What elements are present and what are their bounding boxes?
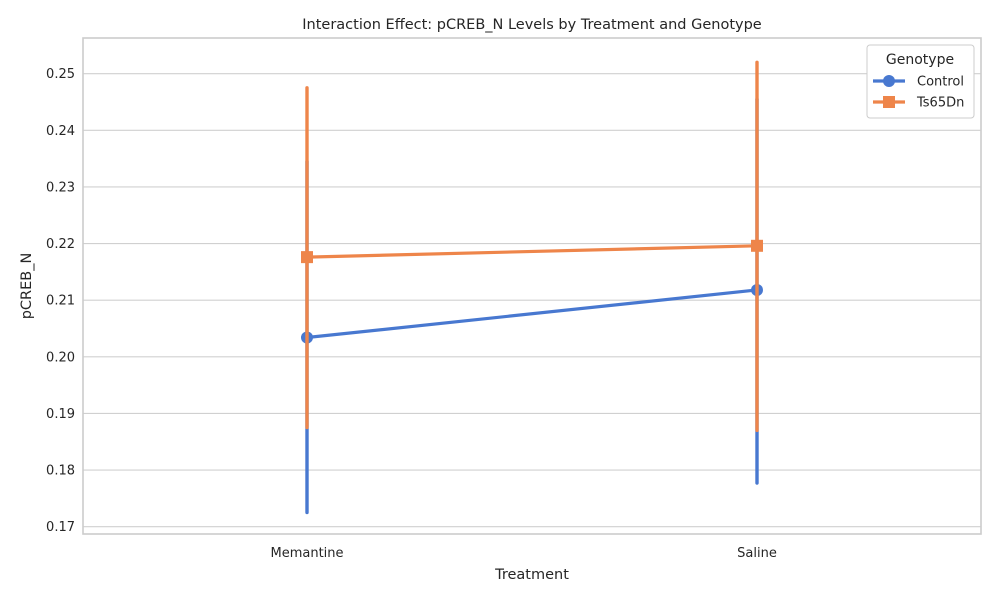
legend-item-ts65dn: Ts65Dn xyxy=(873,96,964,111)
x-tick-label: Saline xyxy=(737,546,777,561)
legend-items: Control Ts65Dn xyxy=(873,75,964,111)
y-tick-label: 0.25 xyxy=(46,67,75,82)
series-control xyxy=(301,97,763,515)
y-tick-label: 0.19 xyxy=(46,407,75,422)
data-point-ts65dn xyxy=(301,251,313,264)
legend-marker-ts65dn xyxy=(883,96,895,108)
y-tick-label: 0.22 xyxy=(46,237,75,252)
legend: Genotype Control Ts65Dn xyxy=(866,44,975,119)
y-tick-label: 0.18 xyxy=(46,464,75,479)
y-axis-label: pCREB_N xyxy=(19,253,35,320)
legend-title: Genotype xyxy=(886,52,954,68)
chart-title: Interaction Effect: pCREB_N Levels by Tr… xyxy=(302,17,762,33)
legend-item-control: Control xyxy=(873,75,964,90)
legend-label-control: Control xyxy=(917,75,964,90)
y-tick-label: 0.21 xyxy=(46,294,75,309)
grid-layer xyxy=(83,73,981,528)
legend-marker-control xyxy=(883,75,895,87)
plot-frame xyxy=(82,37,982,535)
data-point-ts65dn xyxy=(751,239,763,252)
y-tick-label: 0.24 xyxy=(46,124,75,139)
legend-label-ts65dn: Ts65Dn xyxy=(916,96,964,111)
x-axis-label: Treatment xyxy=(494,567,569,583)
series-ts65dn xyxy=(301,60,763,433)
y-tick-labels: 0.17 0.18 0.19 0.20 0.21 0.22 0.23 0.24 0.25 xyxy=(46,67,75,535)
y-tick-label: 0.17 xyxy=(46,520,75,535)
y-tick-label: 0.20 xyxy=(46,350,75,365)
series-line-control xyxy=(306,288,758,340)
series-line-ts65dn xyxy=(306,244,758,259)
series-layer xyxy=(301,60,763,515)
x-tick-labels: Memantine Saline xyxy=(270,546,776,561)
x-tick-label: Memantine xyxy=(270,546,343,561)
y-tick-label: 0.23 xyxy=(46,180,75,195)
